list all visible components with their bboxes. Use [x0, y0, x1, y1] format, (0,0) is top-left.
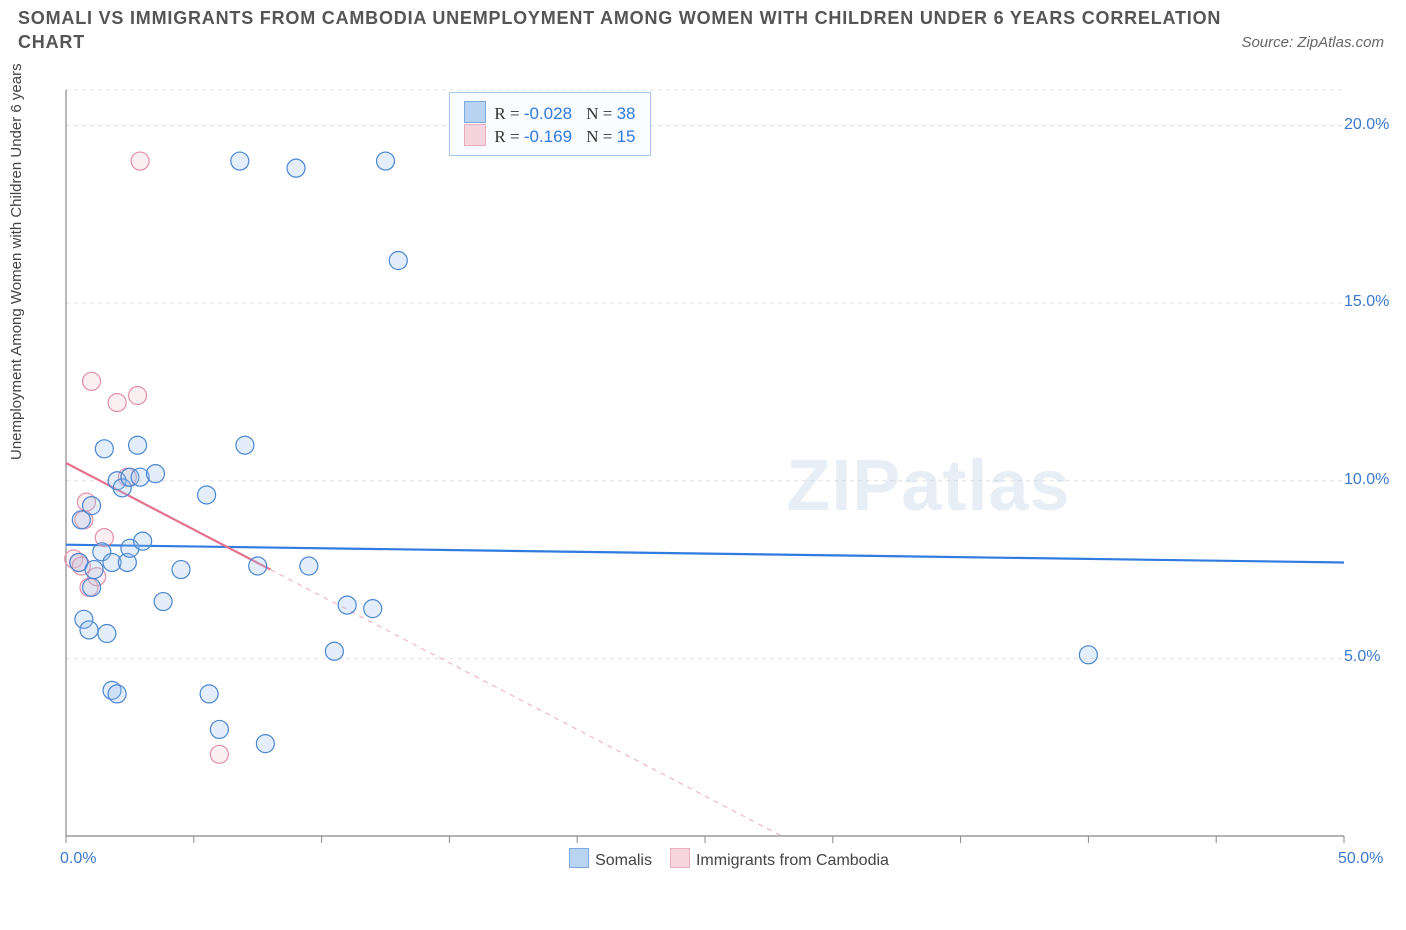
- chart-plot: ZIPatlas R = -0.028 N = 38R = -0.169 N =…: [56, 86, 1384, 876]
- legend-swatch-somalis: [569, 848, 589, 868]
- legend-swatch-cambodia: [670, 848, 690, 868]
- legend-row-cambodia: R = -0.169 N = 15: [464, 124, 635, 147]
- series-legend: Somalis Immigrants from Cambodia: [56, 848, 1384, 876]
- y-tick-label: 5.0%: [1344, 648, 1380, 666]
- y-axis-label: Unemployment Among Women with Children U…: [8, 63, 25, 460]
- legend-label-somalis: Somalis: [595, 852, 652, 869]
- y-tick-label: 20.0%: [1344, 116, 1389, 134]
- chart-title: SOMALI VS IMMIGRANTS FROM CAMBODIA UNEMP…: [18, 6, 1246, 55]
- legend-label-cambodia: Immigrants from Cambodia: [696, 852, 889, 869]
- correlation-legend: R = -0.028 N = 38R = -0.169 N = 15: [449, 92, 650, 156]
- legend-row-somalis: R = -0.028 N = 38: [464, 101, 635, 124]
- y-tick-label: 10.0%: [1344, 471, 1389, 489]
- y-tick-label: 15.0%: [1344, 293, 1389, 311]
- source-credit: Source: ZipAtlas.com: [1241, 34, 1384, 51]
